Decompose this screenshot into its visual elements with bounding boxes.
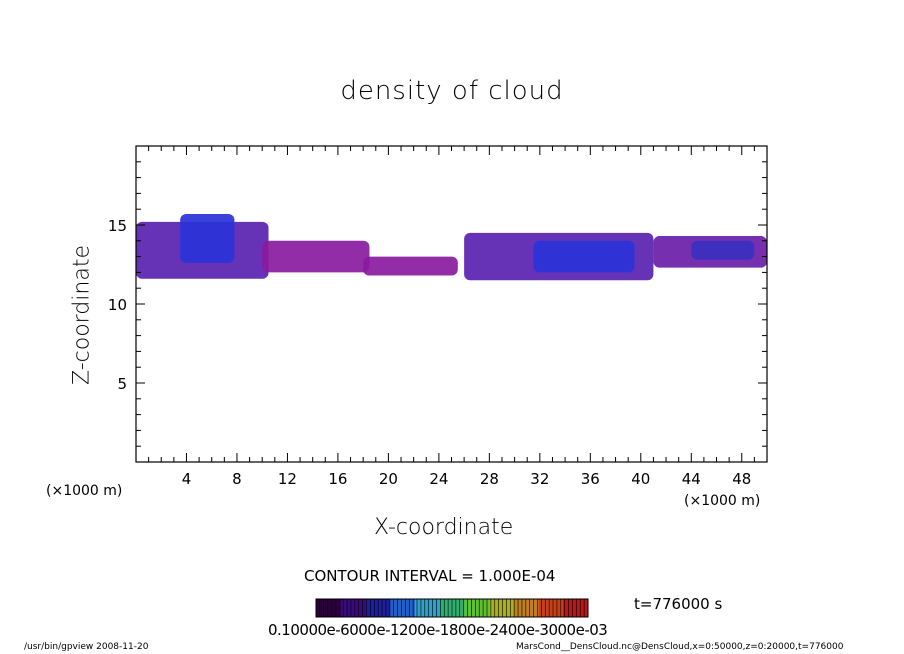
- x-tick-label: 48: [732, 470, 751, 488]
- cloud-region-5: [533, 240, 635, 273]
- x-tick-label: 28: [480, 470, 499, 488]
- colorbar-segment-4: [414, 599, 441, 617]
- x-axis-unit-left: (×1000 m): [46, 483, 123, 499]
- cloud-region-1: [180, 213, 235, 263]
- x-tick-label: 4: [182, 470, 192, 488]
- contour-interval-label: CONTOUR INTERVAL = 1.000E-04: [304, 567, 556, 585]
- time-label: t=776000 s: [634, 595, 723, 613]
- x-tick-label: 24: [429, 470, 448, 488]
- plot-frame: [135, 145, 768, 463]
- colorbar-segment-0: [316, 599, 342, 617]
- y-tick-label: 15: [108, 217, 127, 235]
- colorbar-tick-labels: 0.10000e-6000e-1200e-1800e-2400e-3000e-0…: [268, 621, 608, 639]
- colorbar: [315, 598, 589, 618]
- y-axis-title-wrap: Z-coordinate: [62, 240, 102, 390]
- x-tick-label: 44: [682, 470, 701, 488]
- footer-right: MarsCond__DensCloud.nc@DensCloud,x=0:500…: [516, 642, 844, 652]
- colorbar-segment-9: [538, 599, 564, 617]
- x-axis-unit-right: (×1000 m): [684, 493, 761, 509]
- colorbar-segment-6: [464, 599, 490, 617]
- colorbar-segment-1: [340, 599, 366, 617]
- x-tick-label: 12: [278, 470, 297, 488]
- y-tick-label: 5: [117, 375, 127, 393]
- x-tick-label: 16: [328, 470, 347, 488]
- cloud-region-3: [363, 256, 458, 276]
- cloud-region-2: [262, 240, 370, 273]
- x-tick-label: 32: [530, 470, 549, 488]
- x-tick-label: 36: [581, 470, 600, 488]
- colorbar-segment-8: [513, 599, 540, 617]
- colorbar-segment-7: [489, 599, 515, 617]
- x-tick-label: 40: [631, 470, 650, 488]
- chart-title: density of cloud: [340, 76, 564, 106]
- y-axis-title: Z-coordinate: [69, 245, 95, 385]
- x-tick-label: 8: [232, 470, 242, 488]
- footer-left: /usr/bin/gpview 2008-11-20: [24, 642, 149, 652]
- cloud-region-7: [691, 240, 755, 260]
- colorbar-segment-10: [563, 599, 589, 617]
- x-axis-title: X-coordinate: [374, 515, 514, 540]
- x-tick-label: 20: [379, 470, 398, 488]
- y-tick-label: 10: [108, 296, 127, 314]
- colorbar-frame: [315, 598, 589, 618]
